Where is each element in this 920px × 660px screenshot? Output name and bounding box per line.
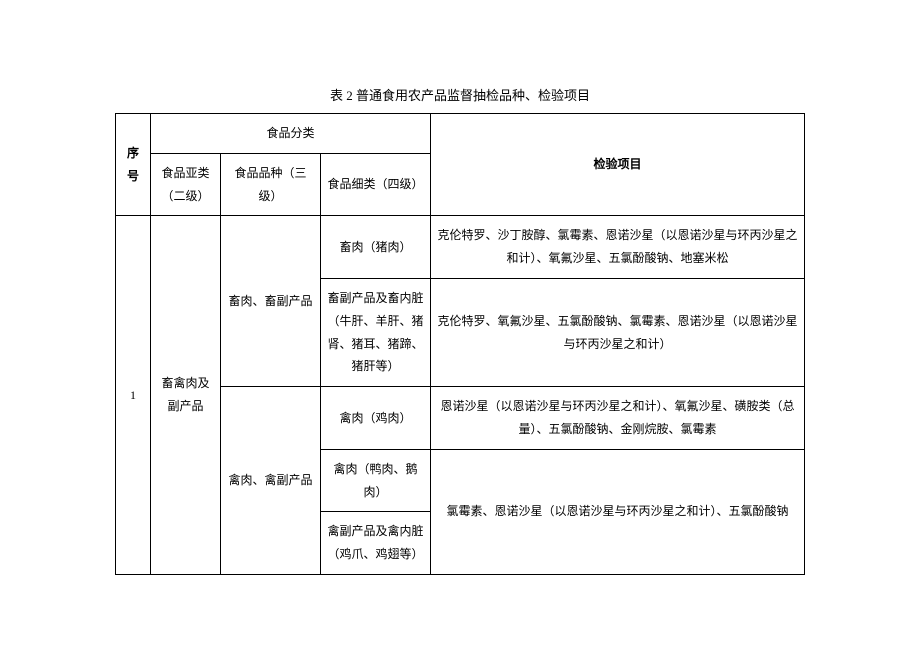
cell-food-type: 畜肉、畜副产品 [221, 216, 321, 387]
header-index: 序号 [116, 114, 151, 216]
cell-food-detail: 禽肉（鸡肉） [321, 387, 431, 450]
cell-inspection: 恩诺沙星（以恩诺沙星与环丙沙星之和计）、氧氟沙星、磺胺类（总量）、五氯酚酸钠、金… [431, 387, 805, 450]
inspection-table: 序号 食品分类 检验项目 食品亚类（二级） 食品品种（三级） 食品细类（四级） … [115, 113, 805, 575]
header-sub-category: 食品亚类（二级） [151, 153, 221, 216]
cell-food-detail: 禽副产品及禽内脏（鸡爪、鸡翅等） [321, 512, 431, 575]
cell-inspection: 克伦特罗、沙丁胺醇、氯霉素、恩诺沙星（以恩诺沙星与环丙沙星之和计）、氧氟沙星、五… [431, 216, 805, 279]
cell-food-detail: 禽肉（鸭肉、鹅肉） [321, 449, 431, 512]
cell-index: 1 [116, 216, 151, 575]
table-title: 表 2 普通食用农产品监督抽检品种、检验项目 [115, 85, 805, 104]
header-category: 食品分类 [151, 114, 431, 154]
cell-sub-category: 畜禽肉及副产品 [151, 216, 221, 575]
header-inspection: 检验项目 [431, 114, 805, 216]
cell-inspection: 克伦特罗、氧氟沙星、五氯酚酸钠、氯霉素、恩诺沙星（以恩诺沙星与环丙沙星之和计） [431, 278, 805, 386]
cell-food-detail: 畜肉（猪肉） [321, 216, 431, 279]
table-row: 1 畜禽肉及副产品 畜肉、畜副产品 畜肉（猪肉） 克伦特罗、沙丁胺醇、氯霉素、恩… [116, 216, 805, 279]
header-food-detail: 食品细类（四级） [321, 153, 431, 216]
cell-food-detail: 畜副产品及畜内脏（牛肝、羊肝、猪肾、猪耳、猪蹄、猪肝等） [321, 278, 431, 386]
cell-inspection: 氯霉素、恩诺沙星（以恩诺沙星与环丙沙星之和计）、五氯酚酸钠 [431, 449, 805, 574]
header-food-type: 食品品种（三级） [221, 153, 321, 216]
cell-food-type: 禽肉、禽副产品 [221, 387, 321, 575]
